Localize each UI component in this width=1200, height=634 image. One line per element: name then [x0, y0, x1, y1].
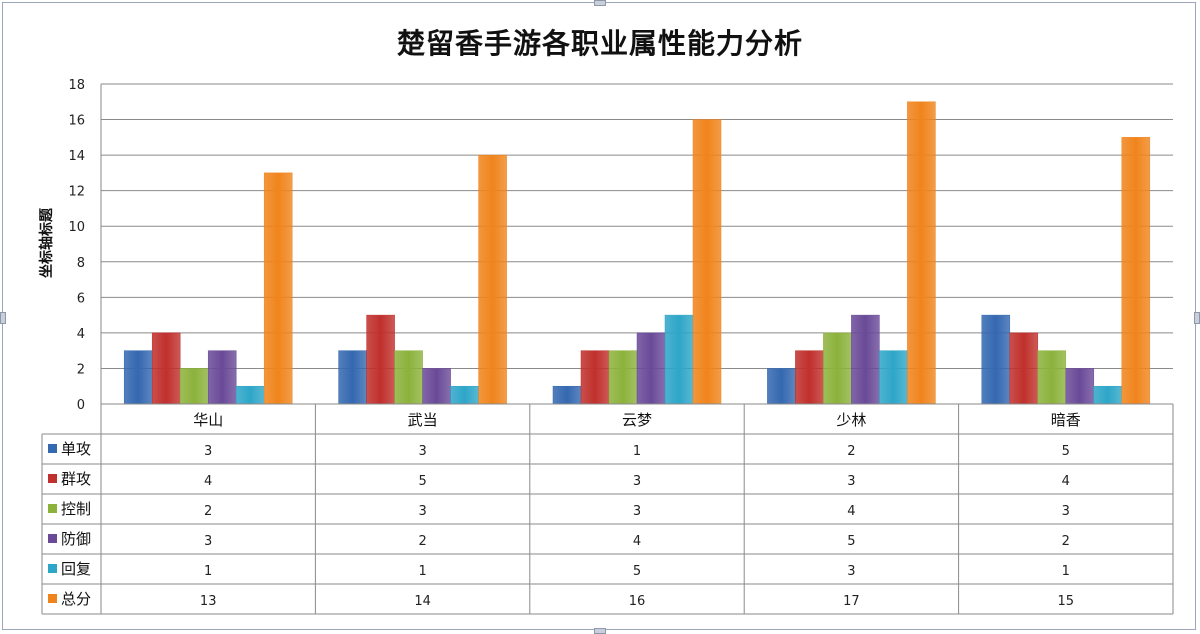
bar-单攻-武当	[338, 350, 367, 405]
bar-单攻-暗香	[981, 314, 1011, 405]
y-tick-label: 14	[68, 149, 85, 164]
bar-回复-华山	[235, 385, 265, 405]
data-label: 2	[1062, 534, 1070, 549]
bar-回复-武当	[450, 385, 479, 405]
data-label: 4	[633, 534, 641, 549]
left-resize-handle[interactable]	[0, 312, 6, 324]
data-label: 3	[847, 564, 855, 579]
data-label: 3	[418, 504, 426, 519]
legend-label: 群攻	[61, 470, 91, 488]
bar-防御-暗香	[1065, 368, 1095, 405]
data-label: 3	[847, 474, 855, 489]
x-tick-label: 华山	[193, 411, 223, 429]
data-label: 4	[1062, 474, 1070, 489]
y-tick-label: 8	[77, 256, 85, 271]
data-label: 5	[1062, 444, 1070, 459]
legend-key-回复	[48, 564, 57, 573]
data-label: 15	[1058, 594, 1075, 609]
data-label: 3	[204, 444, 212, 459]
legend-label: 控制	[61, 500, 91, 518]
bar-群攻-武当	[366, 314, 395, 405]
data-label: 2	[418, 534, 426, 549]
data-label: 17	[843, 594, 860, 609]
bar-总分-武当	[478, 154, 507, 405]
data-label: 2	[204, 504, 212, 519]
bar-回复-暗香	[1093, 385, 1123, 405]
bar-控制-华山	[179, 368, 209, 405]
bar-群攻-暗香	[1009, 332, 1039, 405]
y-tick-label: 16	[68, 114, 85, 129]
bar-防御-云梦	[636, 332, 666, 405]
bar-总分-暗香	[1121, 137, 1151, 405]
bar-总分-华山	[263, 172, 293, 405]
bar-防御-华山	[207, 350, 237, 405]
x-tick-label: 云梦	[622, 411, 652, 429]
y-tick-label: 12	[68, 185, 85, 200]
data-label: 1	[633, 444, 641, 459]
legend-label: 防御	[61, 530, 91, 548]
data-label: 16	[629, 594, 646, 609]
bar-群攻-云梦	[580, 350, 610, 405]
legend-key-控制	[48, 504, 57, 513]
data-label: 14	[414, 594, 431, 609]
bar-控制-武当	[394, 350, 423, 405]
legend-key-单攻	[48, 444, 57, 453]
y-tick-label: 2	[77, 362, 85, 377]
y-tick-label: 0	[77, 398, 85, 413]
bar-控制-暗香	[1037, 350, 1067, 405]
x-tick-label: 暗香	[1051, 411, 1081, 429]
y-tick-label: 10	[68, 220, 85, 235]
y-tick-label: 6	[77, 291, 85, 306]
data-label: 5	[418, 474, 426, 489]
data-label: 13	[200, 594, 217, 609]
legend-key-总分	[48, 594, 57, 603]
data-label: 3	[1062, 504, 1070, 519]
bar-防御-武当	[422, 368, 451, 405]
data-label: 3	[633, 504, 641, 519]
data-label: 4	[847, 504, 855, 519]
bar-总分-云梦	[692, 119, 722, 405]
bar-群攻-华山	[151, 332, 181, 405]
bar-控制-少林	[823, 332, 852, 405]
x-tick-label: 武当	[408, 411, 438, 429]
x-tick-label: 少林	[836, 411, 866, 429]
bar-回复-少林	[879, 350, 908, 405]
legend-key-群攻	[48, 474, 57, 483]
bar-总分-少林	[907, 101, 936, 405]
data-label: 3	[633, 474, 641, 489]
data-label: 4	[204, 474, 212, 489]
bar-回复-云梦	[664, 314, 694, 405]
data-label: 5	[633, 564, 641, 579]
bar-单攻-华山	[123, 350, 153, 405]
bar-单攻-云梦	[552, 385, 582, 405]
y-tick-label: 4	[77, 327, 85, 342]
bar-控制-云梦	[608, 350, 638, 405]
bar-群攻-少林	[795, 350, 824, 405]
legend-label: 单攻	[61, 440, 91, 458]
data-label: 3	[418, 444, 426, 459]
legend-key-防御	[48, 534, 57, 543]
top-resize-handle[interactable]	[594, 0, 606, 6]
data-label: 1	[204, 564, 212, 579]
y-tick-label: 18	[68, 78, 85, 93]
legend-label: 回复	[61, 560, 91, 578]
bar-防御-少林	[851, 314, 880, 405]
data-label: 5	[847, 534, 855, 549]
bar-单攻-少林	[767, 368, 796, 405]
data-label: 3	[204, 534, 212, 549]
data-label: 1	[1062, 564, 1070, 579]
legend-label: 总分	[61, 590, 91, 608]
chart-title: 楚留香手游各职业属性能力分析	[396, 27, 803, 60]
data-label: 1	[418, 564, 426, 579]
data-label: 2	[847, 444, 855, 459]
